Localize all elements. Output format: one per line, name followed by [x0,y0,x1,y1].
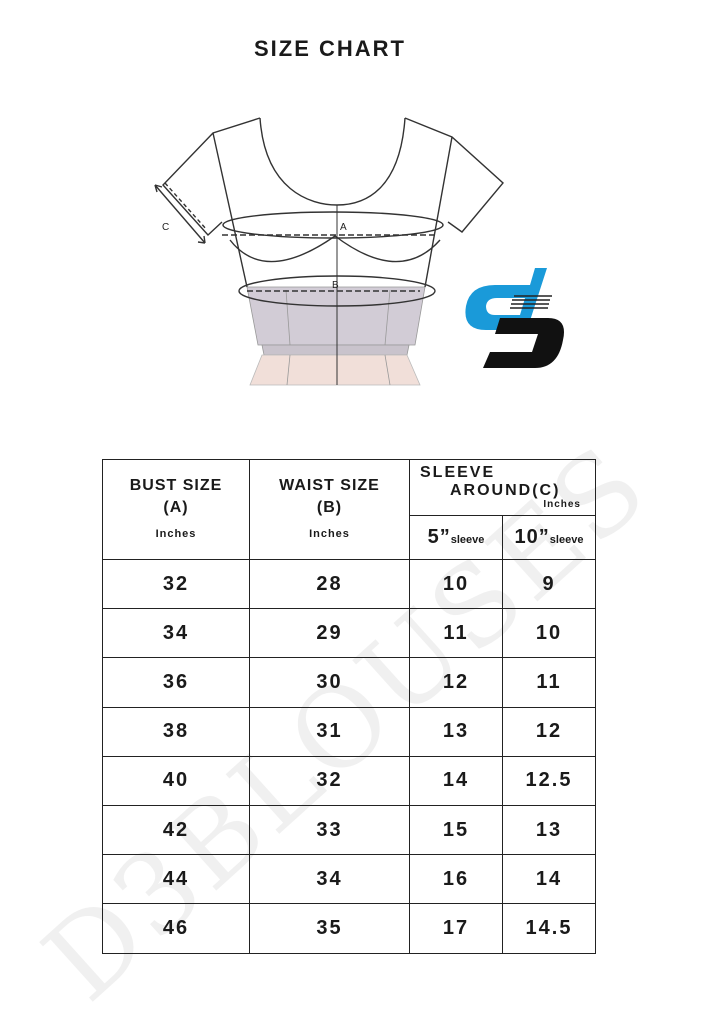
cell-sleeve-10: 13 [502,804,596,856]
blouse-measurement-diagram: A B C [154,117,564,386]
table-row: 40 32 14 12.5 [102,755,596,806]
cell-waist: 32 [249,755,410,806]
table-row: 46 35 17 14.5 [102,903,596,954]
cell-waist: 34 [249,854,410,905]
table-row: 44 34 16 14 [102,854,596,905]
cell-sleeve-5: 15 [409,804,503,856]
label-a: A [340,222,347,233]
cell-waist: 30 [249,657,410,708]
cell-bust: 44 [102,854,250,905]
table-row: 34 29 11 10 [102,608,596,659]
cell-bust: 46 [102,903,250,954]
table-row: 38 31 13 12 [102,706,596,757]
cell-bust: 34 [102,608,250,659]
cell-sleeve-10: 12 [502,706,596,757]
right-sleeve [404,117,504,233]
cell-sleeve-5: 12 [409,657,503,708]
cell-waist: 31 [249,706,410,757]
header-bust: BUST SIZE (A) Inches [102,459,250,560]
cell-sleeve-5: 14 [409,755,503,806]
cell-sleeve-10: 10 [502,608,596,659]
neckline [259,117,406,206]
header-sleeve-5: 5”sleeve [409,514,503,561]
cell-waist: 29 [249,608,410,659]
cell-sleeve-5: 10 [409,558,503,610]
cell-sleeve-5: 17 [409,903,503,954]
d3-logo [465,268,564,368]
cell-sleeve-5: 13 [409,706,503,757]
table-row: 32 28 10 9 [102,558,596,610]
header-sleeve: SLEEVE AROUND(C) Inches [409,459,596,516]
size-chart-table: BUST SIZE (A) Inches WAIST SIZE (B) Inch… [102,459,596,954]
cell-sleeve-10: 12.5 [502,755,596,806]
cell-bust: 42 [102,804,250,856]
cell-bust: 36 [102,657,250,708]
cell-waist: 33 [249,804,410,856]
sleeve-arrow-c [154,184,206,244]
cell-bust: 32 [102,558,250,610]
cell-bust: 40 [102,755,250,806]
waist-band-shading [246,286,426,346]
page-title: SIZE CHART [254,36,406,61]
cell-sleeve-10: 9 [502,558,596,610]
label-b: B [332,280,339,291]
cell-sleeve-10: 11 [502,657,596,708]
table-row: 42 33 15 13 [102,804,596,856]
cell-waist: 35 [249,903,410,954]
cell-waist: 28 [249,558,410,610]
cell-bust: 38 [102,706,250,757]
cell-sleeve-10: 14 [502,854,596,905]
label-c: C [162,222,169,233]
header-waist: WAIST SIZE (B) Inches [249,459,410,560]
table-row: 36 30 12 11 [102,657,596,708]
cell-sleeve-5: 11 [409,608,503,659]
cell-sleeve-5: 16 [409,854,503,905]
header-sleeve-10: 10”sleeve [502,514,596,561]
cell-sleeve-10: 14.5 [502,903,596,954]
left-sleeve [162,117,261,236]
